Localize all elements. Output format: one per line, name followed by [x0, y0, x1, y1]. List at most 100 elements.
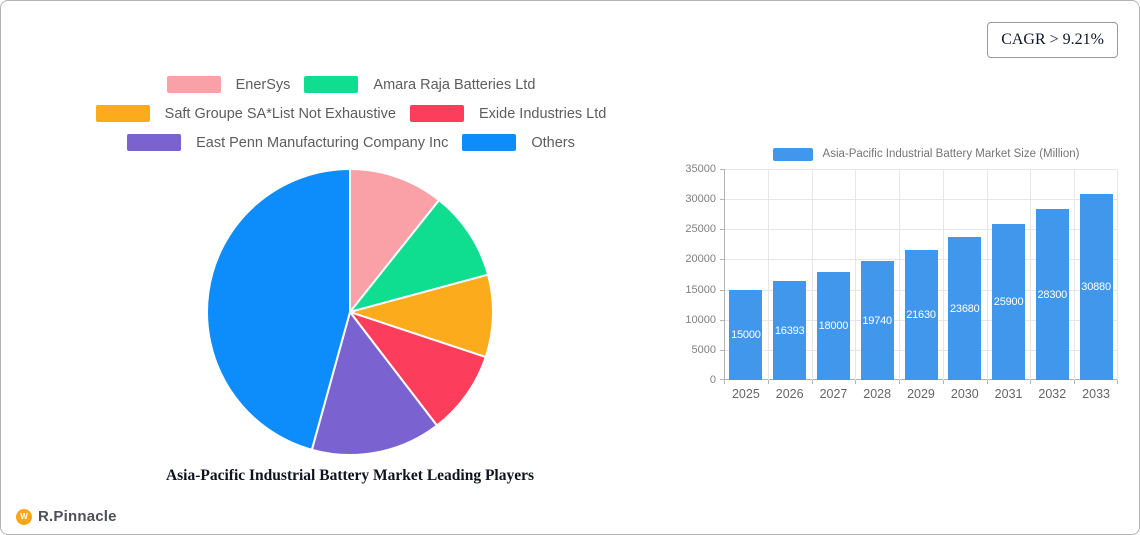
- y-tick-mark: [720, 199, 724, 200]
- gridline: [855, 169, 856, 380]
- gridline: [987, 169, 988, 380]
- bar-value-label: 30880: [1081, 280, 1111, 293]
- bar[interactable]: 18000: [816, 271, 850, 380]
- gridline: [943, 169, 944, 380]
- bar[interactable]: 25900: [992, 223, 1026, 380]
- pie-legend-item[interactable]: Others: [462, 134, 575, 151]
- y-tick-mark: [720, 169, 724, 170]
- bar[interactable]: 19740: [860, 261, 894, 380]
- x-axis-label: 2031: [994, 387, 1023, 401]
- legend-swatch-icon: [127, 134, 182, 151]
- legend-label: EnerSys: [235, 76, 291, 93]
- legend-swatch-icon: [95, 105, 150, 122]
- bar-value-label: 15000: [731, 328, 761, 341]
- bar-value-label: 28300: [1037, 288, 1068, 301]
- pie-chart-title: Asia-Pacific Industrial Battery Market L…: [165, 467, 535, 484]
- gridline: [724, 169, 1118, 170]
- x-tick-mark: [1117, 380, 1118, 384]
- gridline: [1117, 169, 1118, 380]
- pie-legend-item[interactable]: Saft Groupe SA*List Not Exhaustive: [95, 105, 396, 122]
- y-axis-label: 10000: [685, 313, 716, 326]
- bar-value-label: 21630: [906, 308, 936, 321]
- y-tick-mark: [720, 259, 724, 260]
- pie-slice[interactable]: [349, 168, 441, 313]
- pie-legend-row: Saft Groupe SA*List Not Exhaustive Exide…: [31, 105, 671, 122]
- bar-value-label: 23680: [950, 302, 980, 315]
- bar[interactable]: 28300: [1035, 209, 1069, 380]
- x-tick-mark: [768, 380, 769, 384]
- y-axis-label: 35000: [685, 163, 716, 175]
- pie-slice[interactable]: [349, 311, 487, 427]
- bar-value-label: 19740: [862, 314, 892, 327]
- gridline: [899, 169, 900, 380]
- legend-label: Exide Industries Ltd: [478, 105, 607, 122]
- legend-swatch-icon: [462, 134, 517, 151]
- x-tick-mark: [812, 380, 813, 384]
- pie-legend-row: East Penn Manufacturing Company Inc Othe…: [31, 134, 671, 151]
- x-axis-label: 2029: [907, 387, 935, 401]
- x-axis-label: 2026: [775, 387, 804, 401]
- y-tick-mark: [720, 290, 724, 291]
- pie-legend-item[interactable]: EnerSys: [166, 76, 291, 93]
- gridline: [724, 229, 1118, 230]
- pie-slice[interactable]: [206, 168, 351, 451]
- gridline: [1030, 169, 1031, 380]
- x-axis-label: 2030: [950, 387, 979, 401]
- y-axis-label: 0: [709, 374, 716, 386]
- pie-legend-item[interactable]: Exide Industries Ltd: [409, 105, 607, 122]
- pie-legend: EnerSys Amara Raja Batteries Ltd Saft Gr…: [31, 76, 671, 163]
- y-tick-mark: [720, 379, 724, 380]
- bar-value-label: 18000: [818, 319, 849, 332]
- x-axis-label: 2028: [863, 387, 892, 401]
- legend-swatch-icon: [409, 105, 464, 122]
- legend-swatch-icon: [166, 76, 221, 93]
- y-tick-mark: [720, 350, 724, 351]
- gridline: [1074, 169, 1075, 380]
- legend-label: Amara Raja Batteries Ltd: [373, 76, 536, 93]
- x-axis-label: 2027: [819, 387, 848, 401]
- x-tick-mark: [855, 380, 856, 384]
- y-tick-mark: [720, 320, 724, 321]
- bar[interactable]: 30880: [1079, 193, 1113, 380]
- legend-swatch-icon: [304, 76, 359, 93]
- pie-legend-item[interactable]: Amara Raja Batteries Ltd: [304, 76, 535, 93]
- y-axis-label: 20000: [685, 253, 716, 266]
- pie-legend-row: EnerSys Amara Raja Batteries Ltd: [31, 76, 671, 93]
- x-tick-mark: [943, 380, 944, 384]
- bar[interactable]: 23680: [948, 237, 982, 380]
- y-axis-label: 30000: [685, 193, 716, 206]
- brand-logo: W R.Pinnacle: [16, 508, 117, 525]
- legend-label: Saft Groupe SA*List Not Exhaustive: [164, 105, 396, 122]
- y-axis-label: 15000: [685, 283, 716, 296]
- x-axis-label: 2033: [1082, 387, 1110, 401]
- gridline: [812, 169, 813, 380]
- bar-legend-item[interactable]: Asia-Pacific Industrial Battery Market S…: [724, 147, 1128, 161]
- bar[interactable]: 15000: [729, 289, 763, 380]
- pie-slice[interactable]: [349, 199, 490, 313]
- cagr-badge: CAGR > 9.21%: [987, 22, 1118, 58]
- pie-slice[interactable]: [310, 311, 438, 456]
- bar-plot-area: 0 5000 10000 15000 20000 25000 30000 35000 15000…: [685, 163, 1118, 401]
- brand-name: R.Pinnacle: [38, 508, 117, 525]
- gridline: [768, 169, 769, 380]
- x-tick-mark: [1074, 380, 1075, 384]
- bar[interactable]: 16393: [773, 281, 807, 380]
- bar-chart: Asia-Pacific Industrial Battery Market S…: [685, 147, 1128, 414]
- bar-plot-wrap: 0 5000 10000 15000 20000 25000 30000 35000 15000…: [685, 163, 1128, 414]
- pie-slice[interactable]: [349, 273, 494, 359]
- bar[interactable]: 21630: [904, 249, 938, 380]
- legend-swatch-icon: [772, 147, 813, 161]
- brand-icon: W: [16, 508, 32, 525]
- bar-value-label: 16393: [774, 324, 805, 337]
- bar-value-label: 25900: [993, 295, 1024, 308]
- bar-legend-label: Asia-Pacific Industrial Battery Market S…: [822, 148, 1080, 160]
- x-tick-mark: [987, 380, 988, 384]
- pie-legend-item[interactable]: East Penn Manufacturing Company Inc: [127, 134, 448, 151]
- y-axis-line: [724, 169, 725, 380]
- x-tick-mark: [724, 380, 725, 384]
- x-axis-label: 2032: [1038, 387, 1067, 401]
- y-tick-mark: [720, 229, 724, 230]
- legend-label: East Penn Manufacturing Company Inc: [196, 134, 449, 151]
- x-axis-label: 2025: [731, 387, 760, 401]
